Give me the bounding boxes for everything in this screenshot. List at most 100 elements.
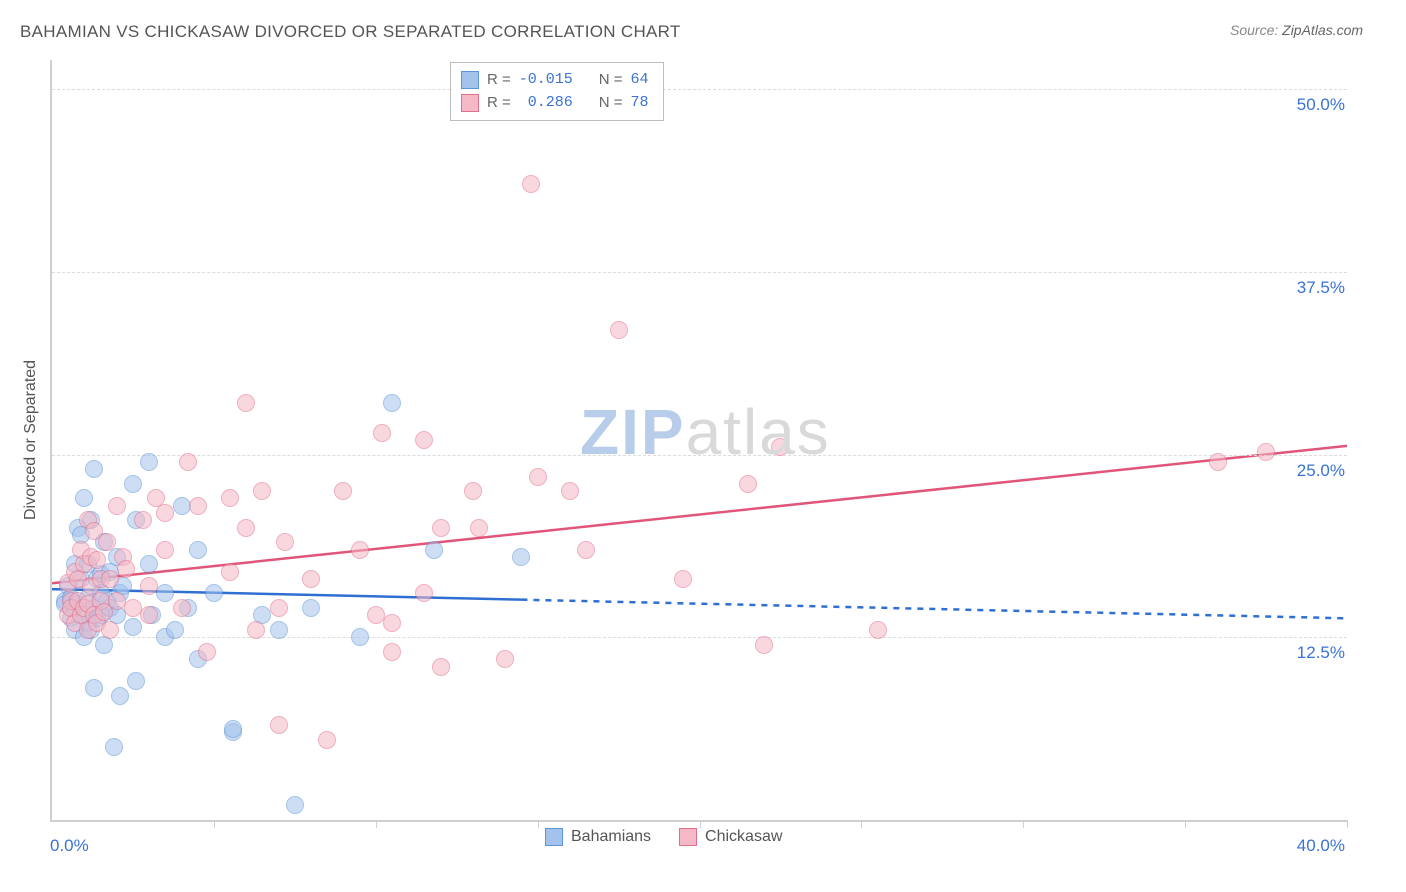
scatter-point-pink [415, 431, 433, 449]
scatter-point-pink [561, 482, 579, 500]
plot-area [50, 60, 1347, 822]
scatter-point-pink [156, 504, 174, 522]
scatter-point-pink [156, 541, 174, 559]
scatter-point-blue [140, 555, 158, 573]
n-label: N = [599, 69, 623, 92]
scatter-point-pink [221, 489, 239, 507]
x-tick [1185, 820, 1186, 828]
scatter-point-pink [318, 731, 336, 749]
scatter-point-pink [464, 482, 482, 500]
scatter-point-pink [432, 519, 450, 537]
scatter-point-pink [108, 497, 126, 515]
scatter-point-pink [529, 468, 547, 486]
r-value-blue: -0.015 [519, 69, 573, 92]
scatter-point-pink [302, 570, 320, 588]
x-tick [861, 820, 862, 828]
scatter-point-blue [286, 796, 304, 814]
x-tick [376, 820, 377, 828]
scatter-point-pink [1257, 443, 1275, 461]
scatter-point-pink [869, 621, 887, 639]
source-label: Source: [1230, 22, 1278, 38]
scatter-point-pink [101, 621, 119, 639]
stats-row-blue: R = -0.015 N = 64 [461, 69, 649, 92]
scatter-point-pink [432, 658, 450, 676]
scatter-point-pink [577, 541, 595, 559]
scatter-point-pink [771, 438, 789, 456]
scatter-point-pink [98, 533, 116, 551]
scatter-point-blue [383, 394, 401, 412]
scatter-point-pink [237, 519, 255, 537]
scatter-point-pink [221, 563, 239, 581]
scatter-point-blue [425, 541, 443, 559]
scatter-point-pink [415, 584, 433, 602]
scatter-point-pink [173, 599, 191, 617]
scatter-point-pink [383, 643, 401, 661]
n-label: N = [599, 92, 623, 115]
scatter-point-pink [270, 599, 288, 617]
y-tick-label: 50.0% [1285, 95, 1345, 115]
scatter-point-pink [610, 321, 628, 339]
scatter-point-pink [247, 621, 265, 639]
scatter-point-blue [111, 687, 129, 705]
scatter-point-pink [140, 606, 158, 624]
y-tick-label: 25.0% [1285, 461, 1345, 481]
scatter-point-blue [270, 621, 288, 639]
x-tick [538, 820, 539, 828]
scatter-point-pink [270, 716, 288, 734]
scatter-point-pink [134, 511, 152, 529]
trend-lines-layer [52, 60, 1347, 820]
scatter-point-pink [179, 453, 197, 471]
scatter-point-pink [470, 519, 488, 537]
correlation-stats-box: R = -0.015 N = 64 R = 0.286 N = 78 [450, 62, 664, 121]
source-attribution: Source: ZipAtlas.com [1230, 22, 1363, 38]
scatter-point-pink [237, 394, 255, 412]
scatter-point-pink [276, 533, 294, 551]
y-tick-label: 12.5% [1285, 643, 1345, 663]
scatter-point-pink [1209, 453, 1227, 471]
scatter-point-blue [351, 628, 369, 646]
scatter-point-pink [373, 424, 391, 442]
swatch-pink [461, 94, 479, 112]
scatter-point-blue [127, 672, 145, 690]
scatter-point-pink [755, 636, 773, 654]
scatter-point-blue [156, 584, 174, 602]
scatter-point-pink [383, 614, 401, 632]
gridline-h [52, 455, 1347, 456]
scatter-point-blue [105, 738, 123, 756]
scatter-point-pink [253, 482, 271, 500]
scatter-point-blue [189, 541, 207, 559]
scatter-point-blue [224, 720, 242, 738]
x-tick [700, 820, 701, 828]
legend-label-blue: Bahamians [571, 828, 651, 846]
x-axis-max-label: 40.0% [1275, 836, 1345, 856]
x-tick [1347, 820, 1348, 828]
scatter-point-blue [166, 621, 184, 639]
source-value: ZipAtlas.com [1282, 22, 1363, 38]
r-value-pink: 0.286 [519, 92, 573, 115]
legend-label-pink: Chickasaw [705, 828, 782, 846]
legend: Bahamians Chickasaw [545, 828, 782, 846]
x-axis-min-label: 0.0% [50, 836, 89, 856]
x-tick [214, 820, 215, 828]
x-tick [1023, 820, 1024, 828]
scatter-point-blue [140, 453, 158, 471]
y-tick-label: 37.5% [1285, 278, 1345, 298]
scatter-point-blue [85, 679, 103, 697]
gridline-h [52, 89, 1347, 90]
legend-swatch-blue [545, 828, 563, 846]
scatter-point-pink [198, 643, 216, 661]
scatter-point-pink [674, 570, 692, 588]
swatch-blue [461, 71, 479, 89]
scatter-point-pink [117, 560, 135, 578]
scatter-point-pink [189, 497, 207, 515]
scatter-point-blue [302, 599, 320, 617]
r-label: R = [487, 92, 511, 115]
n-value-blue: 64 [631, 69, 649, 92]
scatter-point-pink [101, 570, 119, 588]
scatter-point-pink [522, 175, 540, 193]
stats-row-pink: R = 0.286 N = 78 [461, 92, 649, 115]
legend-swatch-pink [679, 828, 697, 846]
gridline-h [52, 272, 1347, 273]
scatter-point-blue [75, 489, 93, 507]
y-axis-label: Divorced or Separated [22, 360, 40, 520]
